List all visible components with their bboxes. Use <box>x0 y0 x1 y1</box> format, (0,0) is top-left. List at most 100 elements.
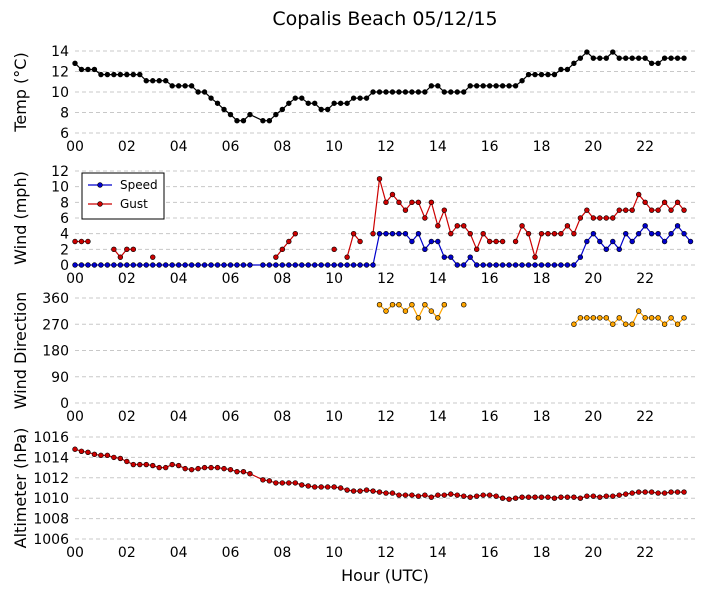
wind-series-speed-point <box>428 238 435 245</box>
temp-series-0-point <box>337 100 344 106</box>
wind-series-speed-point <box>91 262 98 268</box>
direction-series-0 <box>376 302 687 327</box>
wind-y-tick-label: 6 <box>60 211 69 227</box>
legend-marker-gust <box>97 201 103 207</box>
altimeter-series-0-point <box>564 494 571 500</box>
temp-series-0-point <box>273 111 279 118</box>
wind-series-speed-point <box>175 262 182 268</box>
wind-series-gust-point <box>441 207 448 213</box>
direction-series-0-point <box>603 315 609 321</box>
altimeter-x-tick-label: 22 <box>636 545 654 561</box>
altimeter-series-0-point <box>648 489 655 495</box>
wind-series-speed-line <box>75 224 691 266</box>
wind-series-speed-point <box>137 262 143 268</box>
wind-series-speed-point <box>577 254 584 260</box>
wind-series-gust-point <box>603 215 609 221</box>
altimeter-series-0-point <box>130 461 137 468</box>
temp-series-0-point <box>493 83 499 89</box>
wind-series-speed-point <box>156 262 162 268</box>
temp-y-tick-label: 10 <box>51 85 69 101</box>
wind-series-gust-line <box>515 193 685 260</box>
wind-series-gust-point <box>376 176 383 182</box>
wind-series-gust-point <box>661 199 668 206</box>
temp-series-0-point <box>409 89 415 95</box>
temp-series-0-point <box>428 83 435 89</box>
altimeter-series-0-point <box>344 487 350 493</box>
altimeter-series-0-point <box>260 477 266 483</box>
altimeter-series-0-point <box>286 480 292 486</box>
direction-series-0-point <box>577 315 584 321</box>
altimeter-series-0-point <box>571 494 577 500</box>
wind-series-gust-point <box>124 246 130 253</box>
altimeter-series-0-point <box>182 465 188 472</box>
altimeter-series-0-point <box>273 480 279 486</box>
altimeter-series-0-point <box>292 480 298 486</box>
wind-series-gust-point <box>681 207 687 213</box>
direction-series-0-point <box>383 308 389 314</box>
wind-series-speed-point <box>467 254 473 260</box>
temp-series-0-point <box>305 100 311 106</box>
altimeter-series-0 <box>72 446 687 502</box>
altimeter-x-tick-label: 02 <box>118 545 136 561</box>
altimeter-x-tick-label: 08 <box>273 545 291 561</box>
wind-series-speed-point <box>486 262 493 268</box>
altimeter-series-0-point <box>584 493 590 499</box>
wind-series-gust-point <box>461 223 467 229</box>
temp-series-0-point <box>286 100 292 106</box>
wind-y-tick-label: 8 <box>60 195 69 211</box>
temp-series-0-point <box>98 71 104 78</box>
wind-series-gust-line <box>275 233 296 258</box>
temp-y-tick-label: 12 <box>51 65 69 81</box>
altimeter-series-0-point <box>350 488 357 494</box>
temp-series-0-point <box>208 95 214 101</box>
wind-series-speed-point <box>111 262 117 268</box>
temp-series-0-point <box>506 83 512 89</box>
temp-series-0-point <box>590 55 597 61</box>
wind-series-speed-point <box>98 262 104 268</box>
temp-x-tick-label: 12 <box>377 139 395 155</box>
wind-series-gust-point <box>590 215 597 221</box>
direction-series-0-point <box>376 302 383 308</box>
altimeter-series-0-point <box>441 492 448 498</box>
temp-x-tick-label: 22 <box>636 139 654 155</box>
wind-series-speed-point <box>564 262 571 268</box>
wind-series-speed-point <box>454 262 460 268</box>
altimeter-series-0-point <box>266 478 273 484</box>
temp-panel: 6 8 10 12 14 00 02 04 06 08 10 12 14 16 18 20 22 Temp (°C… <box>11 44 697 155</box>
temp-series-0-point <box>227 111 234 118</box>
altimeter-series-0-point <box>461 493 467 499</box>
wind-series-speed-point <box>163 262 169 268</box>
temp-y-tick-label: 14 <box>51 44 69 60</box>
altimeter-series-0-point <box>577 495 584 501</box>
temp-series-0-point <box>402 89 409 95</box>
altimeter-series-0-point <box>532 494 538 500</box>
wind-series-gust-point <box>648 207 655 213</box>
wind-series-gust-point <box>545 230 551 237</box>
altimeter-series-0-line <box>74 448 684 500</box>
wind-series-gust-point <box>78 238 85 245</box>
wind-series-speed-point <box>610 238 616 245</box>
temp-y-tick-label: 8 <box>60 106 69 122</box>
direction-series-0-point <box>415 315 422 321</box>
altimeter-series-0-point <box>370 488 376 494</box>
wind-series-speed-point <box>240 262 247 268</box>
wind-series-speed-point <box>661 238 668 245</box>
legend-label-gust: Gust <box>120 197 148 211</box>
wind-series-gust-point <box>564 223 571 229</box>
wind-series-speed-point <box>584 238 590 245</box>
altimeter-series-0-point <box>538 494 545 500</box>
direction-series-0-point <box>571 321 577 327</box>
direction-y-tick-label: 0 <box>60 396 69 412</box>
altimeter-x-tick-label: 18 <box>533 545 551 561</box>
wind-x-tick-label: 10 <box>325 271 343 287</box>
wind-series-gust-point <box>286 238 292 245</box>
altimeter-series-0-point <box>474 493 480 499</box>
wind-series-gust-point <box>428 199 435 206</box>
wind-series-speed-point <box>234 262 240 268</box>
altimeter-x-tick-label: 04 <box>170 545 188 561</box>
wind-series-gust-point <box>467 230 473 237</box>
altimeter-series-0-point <box>402 492 409 498</box>
wind-series-speed-point <box>571 262 577 268</box>
altimeter-series-0-point <box>221 465 227 472</box>
